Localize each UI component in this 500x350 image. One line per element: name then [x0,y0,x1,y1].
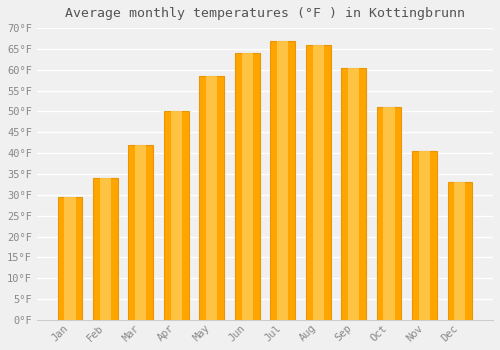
Bar [306,45,330,320]
Bar [454,182,466,320]
Bar [348,68,359,320]
Bar [164,111,188,320]
Bar [64,197,76,320]
Bar [277,41,288,320]
Bar [448,182,472,320]
Bar [100,178,111,320]
Bar [419,151,430,320]
Bar [376,107,402,320]
Bar [206,76,218,320]
Bar [170,111,182,320]
Title: Average monthly temperatures (°F ) in Kottingbrunn: Average monthly temperatures (°F ) in Ko… [65,7,465,20]
Bar [341,68,366,320]
Bar [58,197,82,320]
Bar [200,76,224,320]
Bar [242,53,253,320]
Bar [412,151,437,320]
Bar [235,53,260,320]
Bar [312,45,324,320]
Bar [136,145,146,320]
Bar [93,178,118,320]
Bar [128,145,154,320]
Bar [384,107,394,320]
Bar [270,41,295,320]
